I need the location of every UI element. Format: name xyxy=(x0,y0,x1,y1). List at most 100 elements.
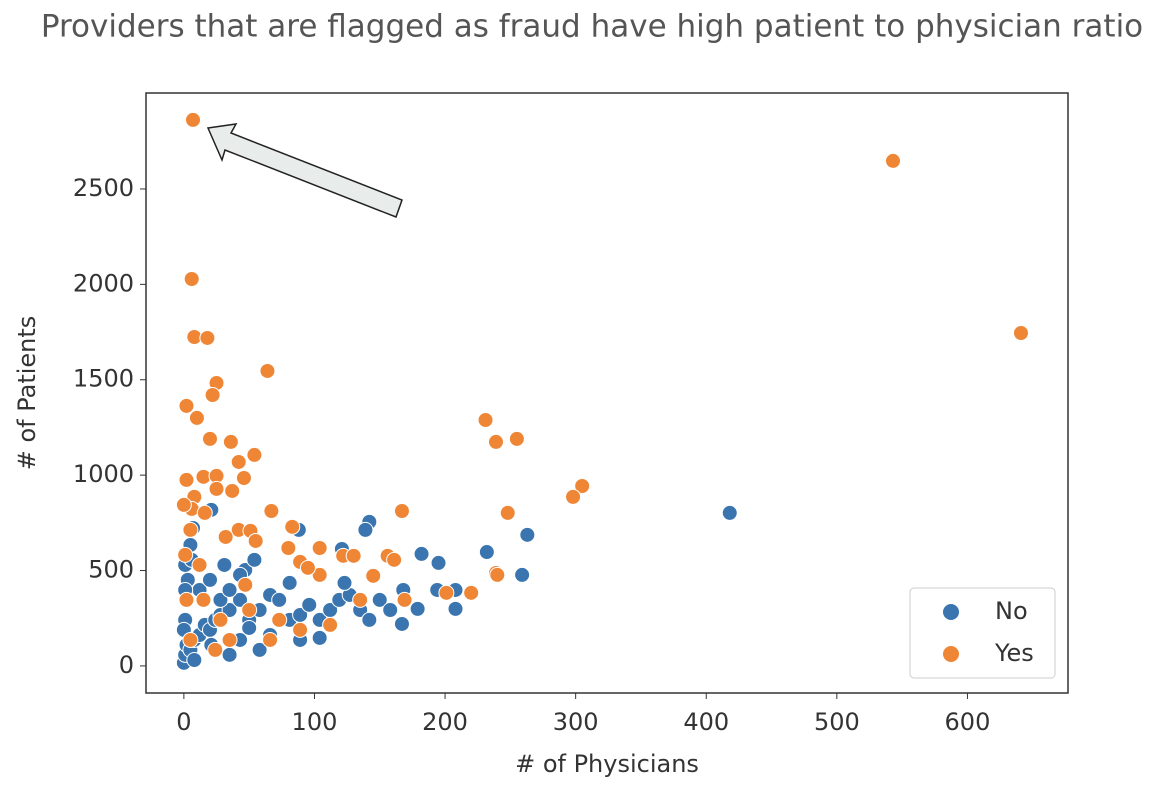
point xyxy=(185,111,202,128)
x-tick-label: 200 xyxy=(422,708,468,736)
point xyxy=(311,566,328,583)
axes-frame xyxy=(145,92,1069,694)
point xyxy=(301,596,318,613)
point xyxy=(885,152,902,169)
point xyxy=(271,611,288,628)
point xyxy=(463,584,480,601)
point xyxy=(235,469,252,486)
point xyxy=(221,602,238,619)
y-tick-label: 2500 xyxy=(73,174,134,202)
point xyxy=(207,641,224,658)
point xyxy=(232,591,249,608)
point xyxy=(262,631,279,648)
point xyxy=(182,521,199,538)
legend-marker xyxy=(943,604,959,620)
point xyxy=(499,504,516,521)
point xyxy=(251,641,268,658)
point xyxy=(204,387,221,404)
y-tick-label: 1000 xyxy=(73,460,134,488)
point xyxy=(246,551,263,568)
point xyxy=(352,591,369,608)
point xyxy=(178,591,195,608)
point xyxy=(221,631,238,648)
plot-area xyxy=(175,111,1029,671)
point xyxy=(280,540,297,557)
point xyxy=(191,556,208,573)
point xyxy=(271,591,288,608)
point xyxy=(365,567,382,584)
point xyxy=(487,433,504,450)
point xyxy=(186,651,203,668)
point xyxy=(489,566,506,583)
chart-title: Providers that are flagged as fraud have… xyxy=(41,9,1143,45)
point xyxy=(409,600,426,617)
point xyxy=(222,433,239,450)
x-tick-label: 0 xyxy=(176,708,191,736)
point xyxy=(574,478,591,495)
arrow xyxy=(206,123,403,218)
point xyxy=(216,556,233,573)
point xyxy=(221,581,238,598)
point xyxy=(188,409,205,426)
point xyxy=(413,545,430,562)
point xyxy=(396,591,413,608)
x-tick-label: 500 xyxy=(814,708,860,736)
point xyxy=(182,631,199,648)
point xyxy=(178,471,195,488)
point xyxy=(477,411,494,428)
point xyxy=(345,547,362,564)
point xyxy=(382,602,399,619)
point xyxy=(299,559,316,576)
point xyxy=(438,584,455,601)
point xyxy=(230,453,247,470)
point xyxy=(241,602,258,619)
point xyxy=(224,482,241,499)
point xyxy=(519,526,536,543)
point xyxy=(322,616,339,633)
point xyxy=(393,615,410,632)
y-tick-label: 1500 xyxy=(73,365,134,393)
point xyxy=(183,271,200,288)
point xyxy=(177,546,194,563)
point xyxy=(196,504,213,521)
point xyxy=(281,574,298,591)
point xyxy=(217,528,234,545)
point xyxy=(292,621,309,638)
point xyxy=(263,502,280,519)
point xyxy=(237,576,254,593)
point xyxy=(246,446,263,463)
y-tick-label: 500 xyxy=(88,556,134,584)
point xyxy=(284,518,301,535)
point xyxy=(212,591,229,608)
point xyxy=(199,329,216,346)
point xyxy=(361,611,378,628)
point xyxy=(311,540,328,557)
point xyxy=(565,488,582,505)
point xyxy=(175,496,192,513)
point xyxy=(393,502,410,519)
point xyxy=(514,566,531,583)
point xyxy=(201,430,218,447)
legend-label: No xyxy=(995,597,1028,625)
point xyxy=(259,362,276,379)
point xyxy=(178,397,195,414)
legend-marker xyxy=(943,646,959,662)
point xyxy=(386,551,403,568)
point xyxy=(1012,325,1029,341)
point xyxy=(201,571,218,588)
point xyxy=(430,554,447,571)
x-axis-label: # of Physicians xyxy=(515,750,699,778)
point xyxy=(221,646,238,663)
point xyxy=(357,521,374,538)
point xyxy=(478,544,495,561)
legend-label: Yes xyxy=(994,639,1034,667)
x-tick-label: 100 xyxy=(292,708,338,736)
y-tick-label: 0 xyxy=(119,651,134,679)
point xyxy=(311,629,328,646)
point xyxy=(247,532,264,549)
point xyxy=(208,480,225,497)
point xyxy=(508,430,525,447)
x-tick-label: 600 xyxy=(945,708,991,736)
x-tick-label: 400 xyxy=(683,708,729,736)
